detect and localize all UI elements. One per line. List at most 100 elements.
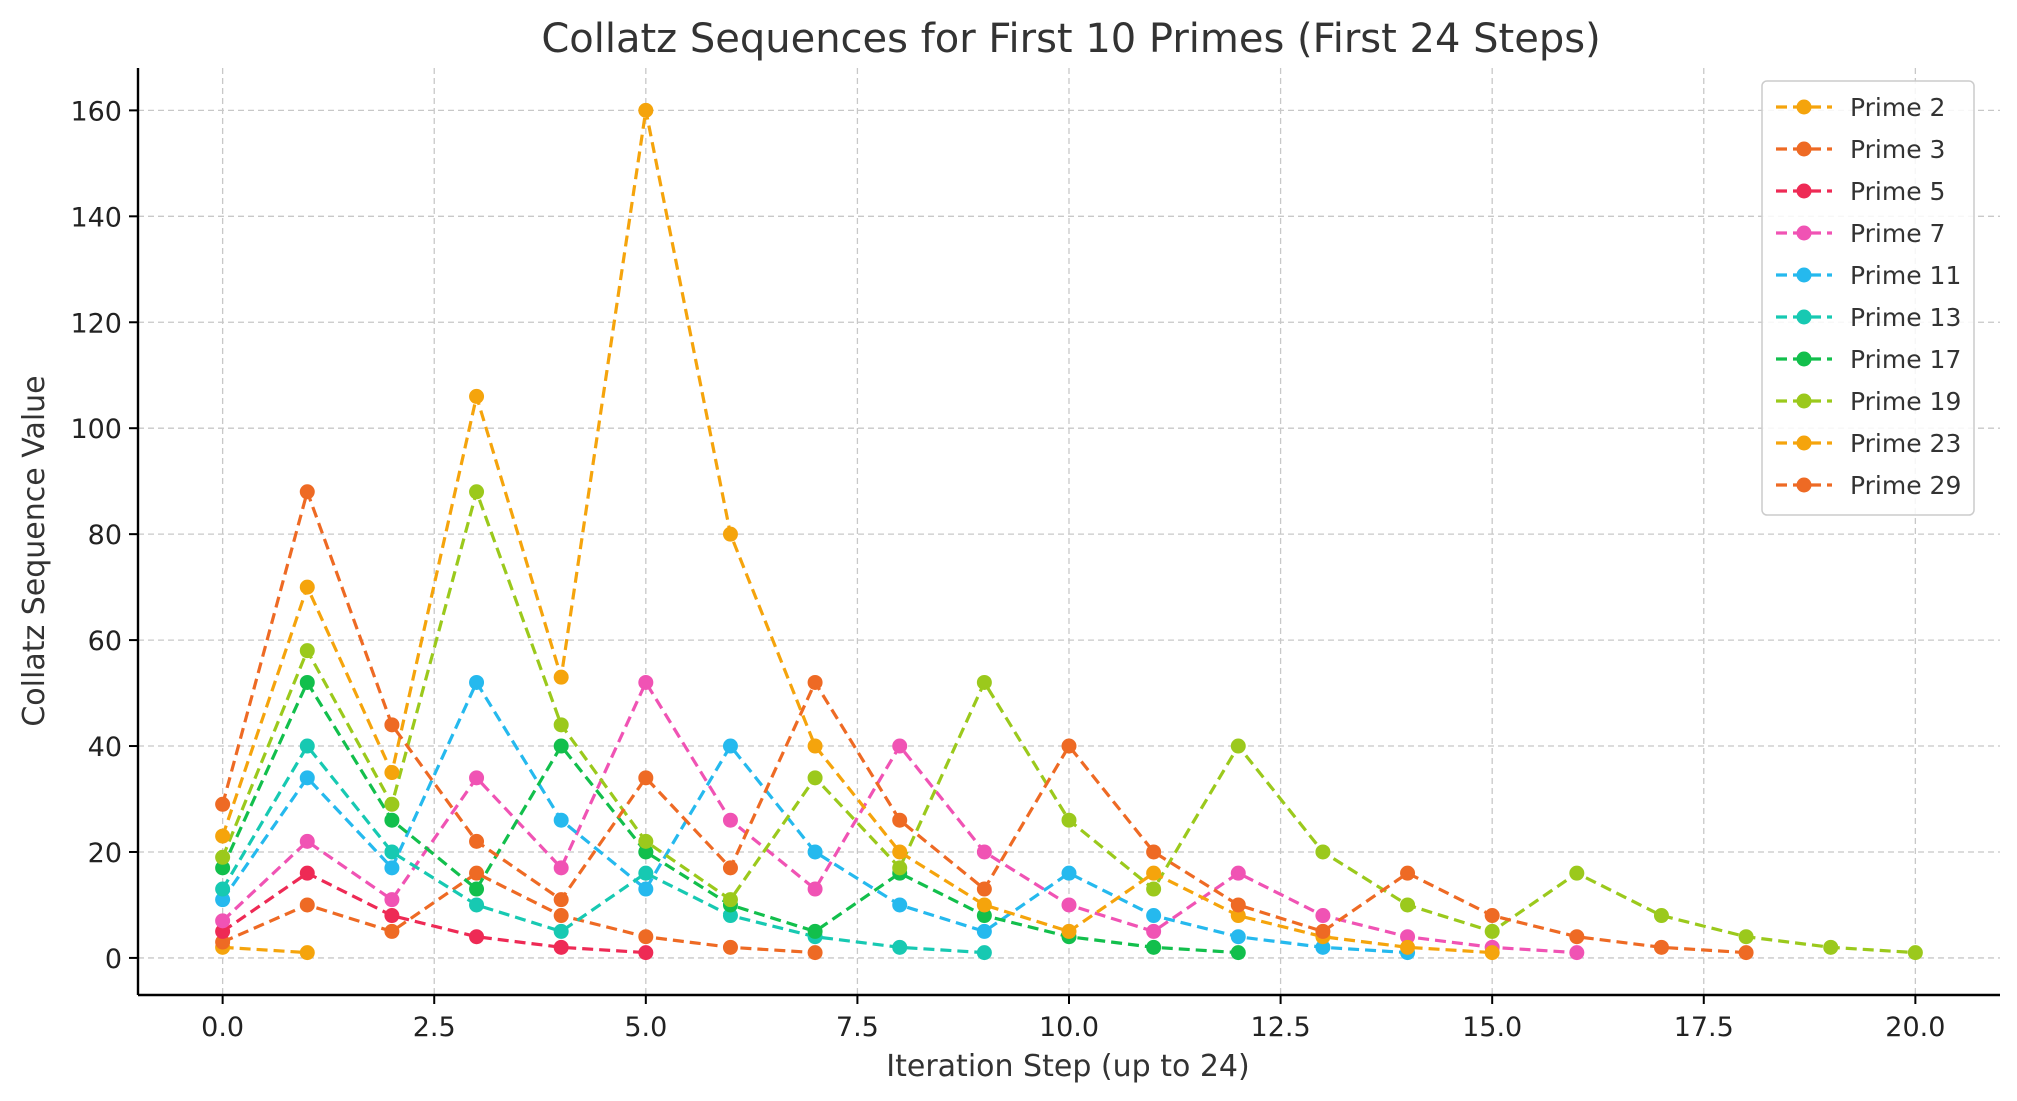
data-point [215, 881, 231, 897]
y-tick-label: 0 [105, 944, 122, 975]
data-point [1823, 939, 1839, 955]
axes-layer: 0.0 2.5 5.0 7.5 10.0 12.5 15.0 17.5 20.0 0 20 40 60 8… [70, 68, 2000, 1043]
x-tick-label: 15.0 [1462, 1012, 1522, 1043]
grid-layer [138, 68, 2000, 995]
data-point [469, 388, 485, 404]
data-point [1146, 908, 1162, 924]
data-point [722, 738, 738, 754]
data-point [553, 738, 569, 754]
data-point [807, 844, 823, 860]
x-tick-label: 12.5 [1251, 1012, 1311, 1043]
data-point [299, 770, 315, 786]
data-point [638, 929, 654, 945]
legend-item: Prime 11 [1776, 261, 1961, 290]
legend-item: Prime 19 [1776, 387, 1961, 416]
y-axis-label: Collatz Sequence Value [17, 375, 52, 726]
legend-label: Prime 7 [1850, 219, 1945, 248]
data-point [638, 945, 654, 961]
data-point [1400, 865, 1416, 881]
data-point [215, 828, 231, 844]
legend: Prime 2 Prime 3 Prime 5 Prime 7 Prime 11 Prim… [1761, 80, 1975, 516]
legend-marker [1796, 225, 1812, 241]
data-point [553, 717, 569, 733]
data-point [299, 738, 315, 754]
data-point [1146, 881, 1162, 897]
legend-marker [1796, 141, 1812, 157]
data-point [807, 881, 823, 897]
legend-item: Prime 17 [1776, 345, 1961, 374]
data-point [638, 881, 654, 897]
data-point [1738, 945, 1754, 961]
data-point [469, 865, 485, 881]
data-point [976, 844, 992, 860]
series-prime-23 [215, 102, 1500, 961]
series-prime-11 [215, 674, 1416, 961]
data-point [892, 738, 908, 754]
series-prime-3 [215, 865, 823, 961]
data-point [299, 674, 315, 690]
data-point [807, 945, 823, 961]
data-point [1061, 923, 1077, 939]
data-point [299, 579, 315, 595]
series-prime-19 [215, 484, 1923, 961]
data-point [553, 923, 569, 939]
legend-marker [1796, 309, 1812, 325]
series-prime-5 [215, 865, 654, 961]
legend-label: Prime 11 [1850, 261, 1961, 290]
legend-marker [1796, 99, 1812, 115]
data-point [215, 934, 231, 950]
data-point [1146, 923, 1162, 939]
y-tick-label: 140 [70, 202, 122, 233]
series-prime-29 [215, 484, 1754, 961]
data-point [469, 881, 485, 897]
data-point [215, 913, 231, 929]
data-point [1400, 939, 1416, 955]
x-axis-label: Iteration Step (up to 24) [886, 1049, 1249, 1084]
series-line [221, 871, 646, 955]
data-point [1061, 738, 1077, 754]
data-point [1738, 929, 1754, 945]
data-point [299, 643, 315, 659]
data-point [1315, 908, 1331, 924]
data-point [1146, 939, 1162, 955]
legend-item: Prime 3 [1776, 135, 1945, 164]
data-point [1230, 865, 1246, 881]
legend-item: Prime 2 [1776, 93, 1945, 122]
data-point [892, 860, 908, 876]
x-tick-label: 10.0 [1039, 1012, 1099, 1043]
data-point [976, 674, 992, 690]
data-point [1484, 923, 1500, 939]
legend-marker [1796, 477, 1812, 493]
data-point [892, 812, 908, 828]
data-point [976, 945, 992, 961]
data-point [384, 844, 400, 860]
data-point [1484, 908, 1500, 924]
chart-title: Collatz Sequences for First 10 Primes (F… [541, 16, 1600, 62]
data-point [638, 833, 654, 849]
y-tick-label: 60 [88, 626, 122, 657]
legend-marker [1796, 393, 1812, 409]
data-point [892, 939, 908, 955]
data-point [1061, 897, 1077, 913]
x-tick-label: 20.0 [1885, 1012, 1945, 1043]
y-tick-label: 100 [70, 414, 122, 445]
data-point [722, 939, 738, 955]
data-point [1230, 738, 1246, 754]
y-tick-label: 20 [88, 838, 122, 869]
legend-label: Prime 19 [1850, 387, 1961, 416]
data-point [1315, 939, 1331, 955]
x-tick-label: 0.0 [201, 1012, 244, 1043]
data-point [299, 833, 315, 849]
data-point [976, 923, 992, 939]
data-point [722, 860, 738, 876]
data-point [215, 860, 231, 876]
data-point [1569, 945, 1585, 961]
legend-item: Prime 7 [1776, 219, 1945, 248]
legend-label: Prime 5 [1850, 177, 1945, 206]
data-point [807, 674, 823, 690]
data-point [469, 929, 485, 945]
data-point [976, 908, 992, 924]
data-point [299, 897, 315, 913]
data-point [299, 865, 315, 881]
